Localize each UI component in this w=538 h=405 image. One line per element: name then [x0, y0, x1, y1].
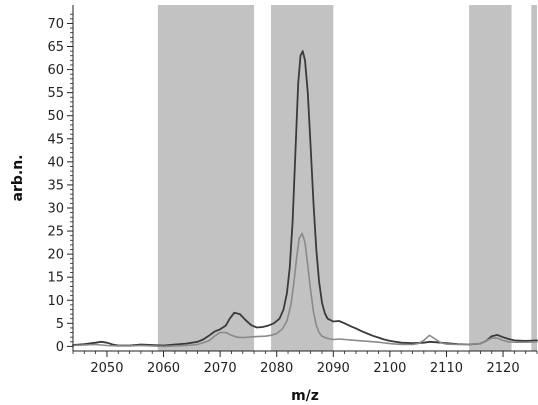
x-tick-label: 2070	[204, 361, 237, 376]
y-tick-label: 70	[47, 17, 64, 32]
y-tick-label: 5	[56, 317, 64, 332]
x-tick-label: 2100	[373, 361, 406, 376]
y-tick-label: 20	[47, 248, 64, 263]
series-line-2	[72, 232, 538, 348]
x-axis-label: m/z	[291, 388, 319, 404]
y-axis-label: arb.n.	[10, 155, 26, 202]
y-tick-label: 10	[47, 294, 64, 309]
axes	[72, 5, 537, 352]
y-tick-label: 0	[56, 340, 64, 355]
shaded-region-1	[157, 5, 255, 351]
y-tick-label: 65	[47, 40, 64, 55]
shaded-region-4	[531, 5, 537, 351]
y-tick-label: 55	[47, 86, 64, 101]
y-tick-label: 35	[47, 178, 64, 193]
y-tick-label: 25	[47, 225, 64, 240]
shaded-regions	[157, 5, 537, 351]
y-tick-label: 15	[47, 271, 64, 286]
y-tick-label: 30	[47, 201, 64, 216]
y-tick-label: 60	[47, 63, 64, 78]
series-line-1	[72, 50, 538, 347]
x-tick-label: 2080	[260, 361, 293, 376]
y-tick-label: 50	[47, 109, 64, 124]
x-tick-label: 2090	[317, 361, 350, 376]
ticks: 0 5 10 15 20 25 30 35 40 45 50 55 60 65 70 2050 2060 2070…	[47, 13, 538, 376]
shaded-region-2	[271, 5, 334, 351]
x-tick-label: 2120	[487, 361, 520, 376]
x-tick-label: 2110	[430, 361, 463, 376]
shaded-region-3	[469, 5, 512, 351]
y-tick-label: 45	[47, 132, 64, 147]
series-layer	[72, 50, 538, 348]
x-tick-label: 2050	[90, 361, 123, 376]
x-tick-label: 2060	[147, 361, 180, 376]
y-tick-label: 40	[47, 155, 64, 170]
